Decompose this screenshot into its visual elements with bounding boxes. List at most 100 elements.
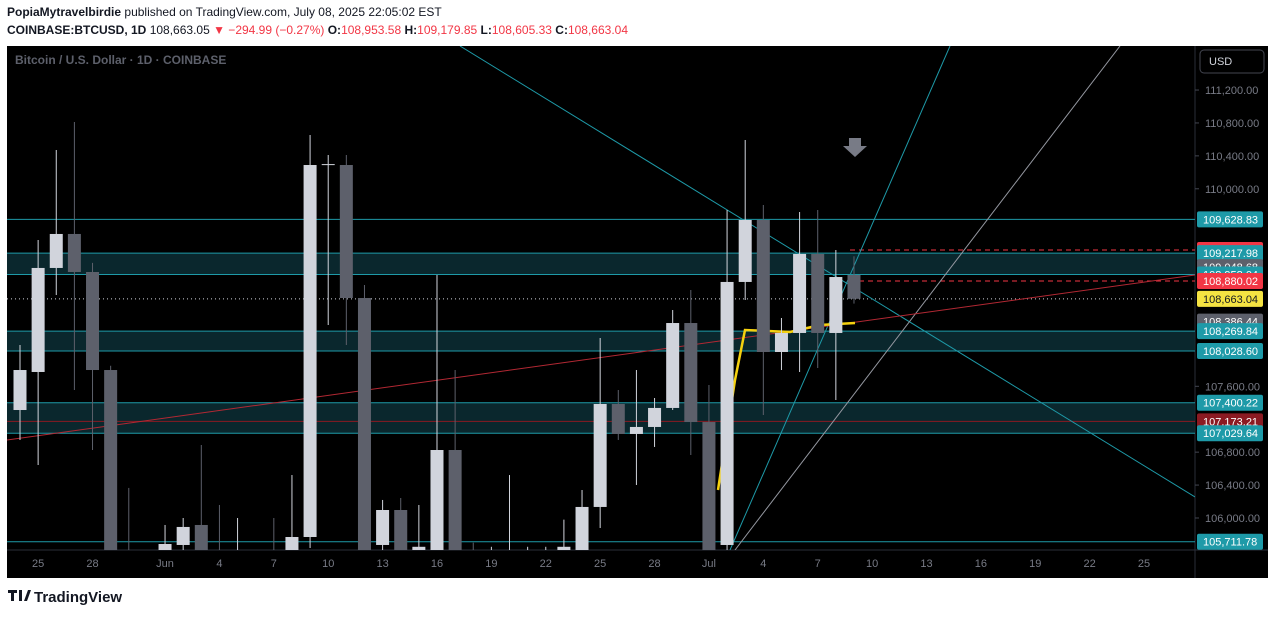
x-tick-label: 22	[540, 558, 552, 570]
trend-line	[459, 46, 1195, 498]
trend-line	[7, 274, 1195, 441]
candle-body	[194, 524, 208, 550]
candle-body	[394, 510, 408, 550]
ohlc-label: L:	[481, 23, 492, 37]
ohlc-label: C:	[555, 23, 568, 37]
ohlc-value: 108,605.33	[492, 23, 552, 37]
candle-body	[684, 323, 698, 423]
brand: TradingView	[34, 589, 122, 606]
change: ▼ −294.99 (−0.27%)	[213, 23, 324, 37]
price-label-bg	[1197, 245, 1263, 262]
candle-body	[430, 450, 444, 550]
candle-body	[702, 422, 716, 550]
y-tick-label: 111,200.00	[1205, 85, 1258, 97]
x-tick-label: 16	[431, 558, 443, 570]
x-tick-label: 19	[1029, 558, 1041, 570]
candle-body	[738, 219, 752, 282]
zone	[7, 253, 1195, 275]
trend-line	[734, 46, 1121, 550]
y-tick-label: 110,000.00	[1205, 184, 1259, 196]
candle-body	[176, 526, 190, 545]
candle-body	[793, 253, 807, 333]
symbol: COINBASE:BTCUSD, 1D	[7, 23, 147, 37]
candle-body	[49, 233, 63, 268]
price-label: 107,029.64	[1203, 428, 1258, 440]
price-label-bg	[1197, 425, 1263, 442]
candle-body	[593, 404, 607, 507]
chart-title: Bitcoin / U.S. Dollar · 1D · COINBASE	[15, 53, 226, 67]
price-label: 108,663.04	[1203, 294, 1258, 306]
candle-body	[648, 407, 662, 427]
candle-body	[774, 332, 788, 352]
arrow-marker	[843, 138, 867, 157]
x-tick-label: 16	[975, 558, 987, 570]
candle-body	[575, 506, 589, 550]
candle-body	[13, 370, 27, 411]
price-label: 108,880.02	[1203, 276, 1258, 288]
x-tick-label: Jun	[156, 558, 174, 570]
price-label-bg	[1197, 394, 1263, 411]
price-label: 108,269.84	[1203, 326, 1258, 338]
y-tick-label: 106,400.00	[1205, 480, 1260, 492]
candle-body	[357, 298, 371, 550]
candle-body	[756, 219, 770, 352]
price-label-bg	[1197, 272, 1263, 289]
candle-body	[67, 233, 81, 272]
published: published on TradingView.com, July 08, 2…	[124, 5, 442, 19]
price-label-bg	[1197, 323, 1263, 340]
candle-body	[376, 510, 390, 545]
candle-body	[557, 546, 571, 550]
candle-body	[811, 253, 825, 333]
candle-body	[829, 277, 843, 333]
chart-background	[7, 46, 1268, 578]
currency-label: USD	[1209, 56, 1232, 68]
candle-body	[104, 370, 118, 550]
price-label-bg	[1197, 533, 1263, 550]
x-tick-label: 7	[271, 558, 277, 570]
ohlc-value: 108,953.58	[341, 23, 401, 37]
ohlc-label: O:	[328, 23, 341, 37]
x-tick-label: 25	[32, 558, 44, 570]
x-tick-label: Jul	[702, 558, 716, 570]
x-tick-label: 10	[866, 558, 878, 570]
price-label: 108,028.60	[1203, 346, 1258, 358]
symbol-line: COINBASE:BTCUSD, 1D 108,663.05 ▼ −294.99…	[7, 23, 628, 37]
x-tick-label: 28	[86, 558, 98, 570]
candle-body	[321, 164, 335, 166]
candle-body	[339, 165, 353, 298]
x-tick-label: 28	[648, 558, 660, 570]
candle-body	[666, 323, 680, 408]
y-tick-label: 106,000.00	[1205, 513, 1260, 525]
currency-button[interactable]	[1199, 49, 1265, 74]
ohlc-value: 109,179.85	[417, 23, 477, 37]
x-tick-label: 10	[322, 558, 334, 570]
candle-body	[412, 546, 426, 550]
zone	[7, 331, 1195, 352]
candle-body	[448, 450, 462, 550]
x-tick-label: 13	[920, 558, 932, 570]
x-tick-label: 4	[216, 558, 222, 570]
price-label: 109,628.83	[1203, 214, 1258, 226]
x-tick-label: 22	[1084, 558, 1096, 570]
candle-body	[86, 271, 100, 371]
x-tick-label: 7	[815, 558, 821, 570]
y-tick-label: 110,400.00	[1205, 151, 1259, 163]
candle-body	[285, 536, 299, 550]
price-label-bg	[1197, 290, 1263, 307]
candle-body	[611, 404, 625, 434]
x-tick-label: 19	[485, 558, 497, 570]
ohlc-value: 108,663.04	[568, 23, 628, 37]
price-label: 109,217.98	[1203, 248, 1258, 260]
y-tick-label: 107,600.00	[1205, 381, 1260, 393]
price-label: 107,400.22	[1203, 398, 1258, 410]
candle-body	[720, 281, 734, 545]
header-line: PopiaMytravelbirdie published on Trading…	[7, 5, 442, 19]
x-tick-label: 25	[1138, 558, 1150, 570]
candle-body	[31, 267, 45, 372]
candle-body	[629, 426, 643, 434]
ohlc-label: H:	[404, 23, 417, 37]
candle-body	[847, 274, 861, 299]
author: PopiaMytravelbirdie	[7, 5, 121, 19]
